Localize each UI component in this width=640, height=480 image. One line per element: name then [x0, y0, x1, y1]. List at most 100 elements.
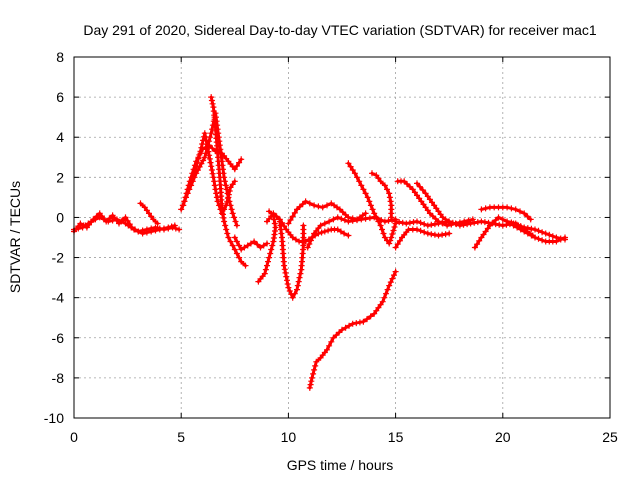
x-tick-label: 0: [70, 429, 78, 445]
data-point: [202, 150, 209, 157]
data-point: [229, 210, 236, 217]
data-point: [379, 298, 386, 305]
data-point: [528, 232, 535, 239]
data-point: [292, 236, 299, 243]
data-point: [191, 174, 198, 181]
data-point: [311, 202, 318, 209]
data-point: [424, 230, 431, 237]
data-point: [369, 170, 375, 177]
data-point: [325, 227, 332, 234]
data-point: [364, 316, 370, 323]
data-point: [482, 205, 489, 212]
data-point: [291, 290, 298, 297]
data-point: [311, 366, 318, 373]
data-point: [392, 244, 399, 251]
data-point: [489, 219, 496, 226]
data-point: [135, 228, 142, 235]
data-point: [294, 206, 300, 213]
data-point: [478, 206, 485, 213]
data-point: [309, 234, 316, 240]
data-point: [435, 232, 442, 239]
data-point: [388, 234, 395, 241]
data-point: [386, 190, 393, 197]
data-point: [109, 217, 116, 224]
series-track-j: [276, 218, 307, 301]
data-point: [231, 178, 238, 185]
data-point: [209, 145, 216, 152]
data-point: [386, 194, 393, 201]
data-point: [349, 167, 356, 173]
data-point: [401, 178, 408, 185]
data-point: [383, 290, 389, 297]
data-point: [528, 225, 535, 232]
data-point: [334, 214, 341, 221]
data-point: [307, 381, 314, 388]
data-point: [310, 370, 317, 377]
data-point: [247, 240, 254, 247]
data-point: [341, 217, 348, 224]
data-point: [369, 206, 376, 213]
data-point: [260, 242, 267, 249]
series-track-g: [231, 234, 270, 253]
data-point: [421, 221, 428, 228]
data-point: [131, 226, 137, 233]
data-point: [326, 342, 333, 349]
data-point: [339, 209, 346, 216]
data-point: [205, 142, 211, 149]
data-point: [439, 220, 446, 227]
data-point: [535, 235, 542, 242]
data-point: [189, 178, 196, 185]
data-point: [302, 198, 309, 205]
data-point: [324, 202, 330, 209]
x-tick-label: 10: [281, 429, 297, 445]
data-point: [346, 322, 353, 329]
data-point: [296, 274, 303, 281]
data-point: [206, 152, 213, 159]
data-point: [281, 266, 288, 273]
data-point: [75, 225, 82, 232]
data-point: [508, 205, 515, 212]
data-point: [269, 242, 276, 249]
data-point: [209, 126, 216, 133]
data-point: [341, 230, 348, 237]
data-point: [465, 218, 472, 225]
data-point: [105, 218, 112, 225]
data-point: [510, 222, 517, 229]
data-point: [267, 250, 274, 257]
data-point: [182, 194, 189, 201]
data-point: [281, 262, 288, 269]
data-point: [406, 183, 413, 190]
data-point: [139, 230, 146, 237]
data-point: [389, 275, 396, 282]
data-point: [284, 281, 291, 287]
plot-frame: [73, 56, 611, 419]
x-tick-label: 20: [495, 429, 511, 445]
data-point: [345, 232, 352, 239]
data-point: [517, 208, 523, 215]
data-point: [499, 216, 506, 223]
data-point: [381, 182, 388, 189]
data-point: [521, 210, 528, 217]
data-point: [396, 219, 403, 226]
series-track-n: [345, 160, 399, 247]
data-point: [196, 163, 203, 170]
data-point: [377, 222, 384, 229]
data-point: [271, 220, 278, 227]
data-point: [286, 288, 293, 294]
data-point: [471, 244, 478, 251]
data-point: [539, 229, 546, 236]
data-point: [208, 94, 215, 101]
data-point: [229, 181, 236, 188]
data-point: [385, 217, 392, 224]
data-point: [224, 190, 231, 197]
data-point: [381, 218, 388, 225]
series-line: [308, 270, 398, 390]
data-point: [223, 186, 230, 193]
data-point: [549, 233, 556, 240]
data-point: [262, 266, 269, 273]
series-track-b: [137, 200, 161, 227]
data-point: [524, 230, 531, 237]
data-point: [209, 170, 216, 177]
data-point: [342, 324, 349, 331]
data-point: [244, 242, 251, 249]
